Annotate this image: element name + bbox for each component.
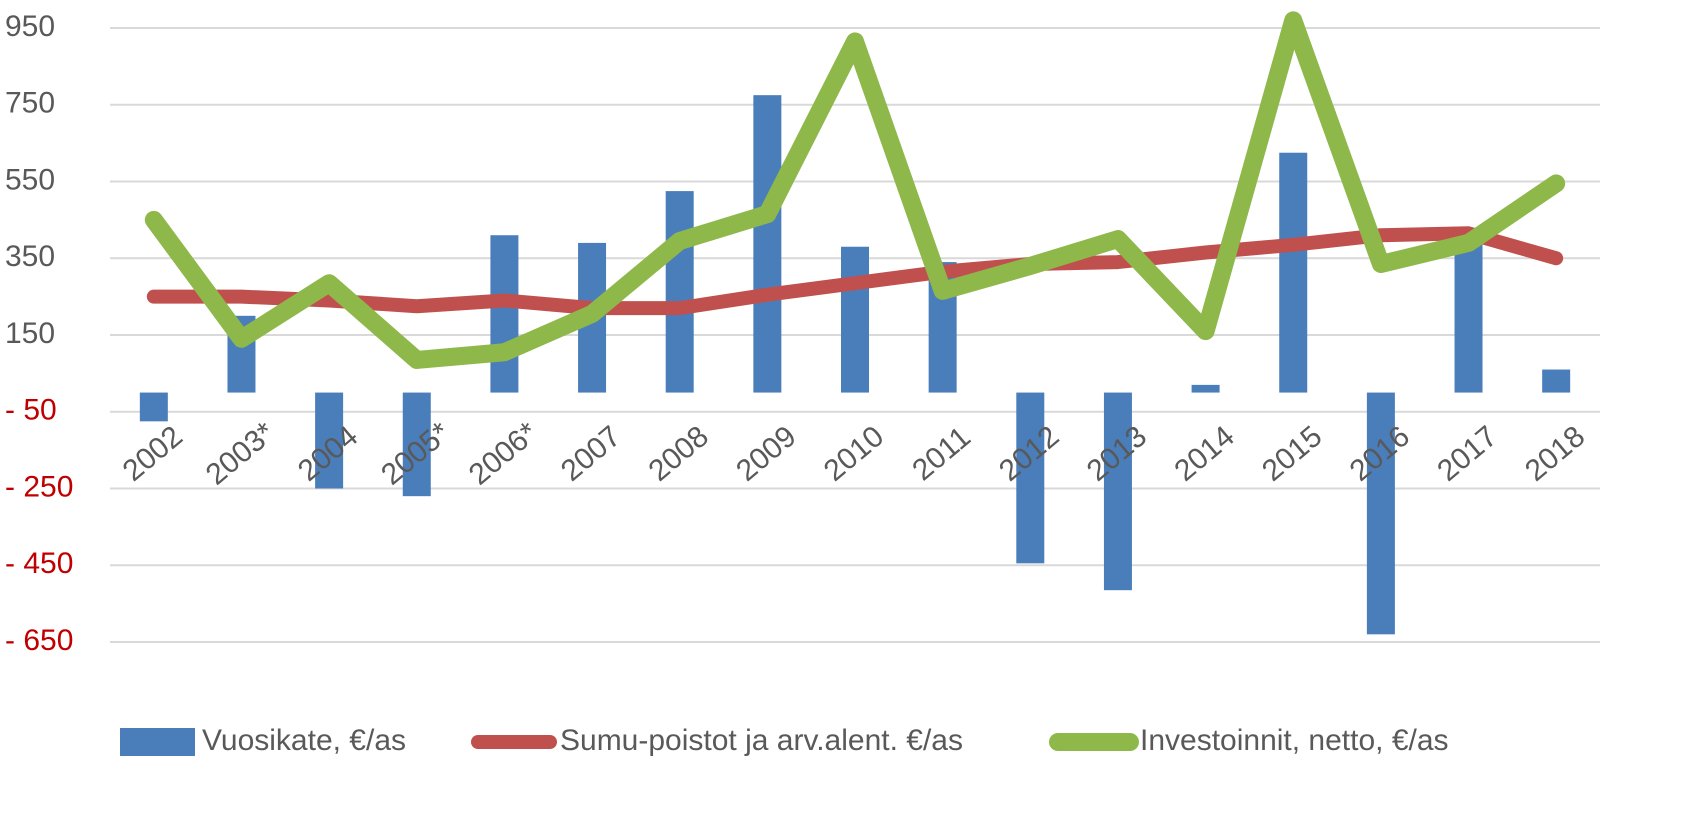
bar [315,392,344,489]
y-tick-label: 350 [5,240,55,273]
x-tick-label: 2007 [555,420,627,488]
bar [490,235,519,393]
bar [665,191,694,393]
bar [1191,384,1220,393]
line-series [144,11,1566,369]
x-tick-label: 2003* [200,416,282,492]
x-tick-label: 2011 [906,420,977,487]
bar [1016,392,1045,564]
y-tick-label: - 650 [5,624,73,657]
line-series [146,226,1564,316]
bar [1366,392,1395,635]
bar [1279,152,1308,393]
x-tick-label: 2015 [1256,420,1328,488]
x-tick-label: 2018 [1519,420,1591,488]
x-tick-label: 2006* [463,416,545,492]
x-tick-label: 2014 [1168,420,1240,488]
y-tick-label: - 450 [5,547,73,580]
x-tick-label: 2009 [730,420,802,488]
bar [1454,235,1483,393]
y-tick-label: - 50 [5,394,57,427]
y-tick-label: 150 [5,317,55,350]
bar [402,392,431,497]
y-tick-label: 550 [5,163,55,196]
y-tick-label: 750 [5,87,55,120]
bar [841,246,869,393]
x-tick-label: 2017 [1431,420,1503,488]
legend-swatch [120,728,195,756]
y-tick-label: 950 [5,10,55,43]
bar [139,392,168,422]
x-tick-label: 2008 [643,420,715,488]
legend-label: Vuosikate, €/as [202,724,406,757]
legend-label: Investoinnit, netto, €/as [1140,724,1449,757]
x-tick-label: 2002 [117,420,189,488]
y-tick-label: - 250 [5,470,73,503]
bar [1103,392,1132,591]
x-tick-label: 2010 [818,420,890,488]
legend-label: Sumu-poistot ja arv.alent. €/as [560,724,963,757]
bar [1542,369,1571,393]
bar [753,95,782,393]
